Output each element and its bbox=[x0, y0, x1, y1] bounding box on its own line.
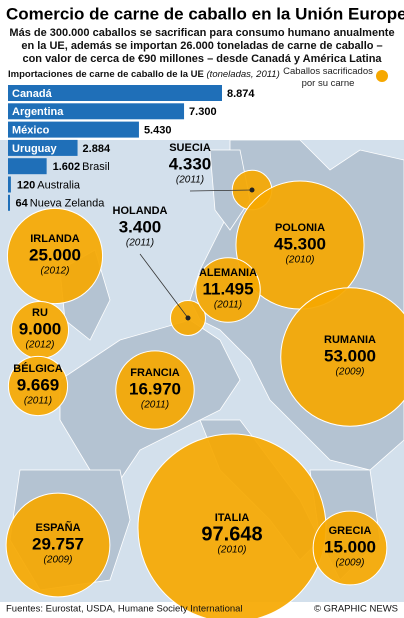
bar-label: Australia bbox=[37, 179, 81, 191]
leader-line bbox=[189, 189, 253, 192]
subtitle-line: Más de 300.000 caballos se sacrifican pa… bbox=[9, 27, 394, 39]
bubble-name: BÉLGICA bbox=[13, 362, 63, 375]
value-label: 120 bbox=[17, 179, 35, 191]
value-label: 5.430 bbox=[144, 125, 172, 137]
bar-label: México bbox=[12, 125, 50, 137]
bar bbox=[8, 158, 47, 175]
bubble-name: SUECIA bbox=[169, 142, 211, 154]
bar-label: Brasil bbox=[82, 161, 110, 173]
subtitle-line: con valor de cerca de €90 millones – des… bbox=[22, 53, 382, 65]
bubble bbox=[7, 355, 69, 417]
location-dot bbox=[185, 315, 191, 321]
bar bbox=[8, 139, 78, 156]
bubble-value: 25.000 bbox=[29, 245, 81, 264]
source: Fuentes: Eurostat, USDA, Humane Society … bbox=[6, 604, 243, 615]
bubble-year: (2012) bbox=[26, 340, 55, 351]
bar-label: Argentina bbox=[12, 106, 64, 118]
bubble-value: 53.000 bbox=[324, 346, 376, 365]
bubble-year: (2012) bbox=[41, 266, 70, 277]
bubble bbox=[115, 350, 195, 430]
bar bbox=[8, 176, 11, 193]
legend-swatch bbox=[376, 70, 388, 82]
value-label: 8.874 bbox=[227, 88, 255, 100]
bubble-year: (2009) bbox=[336, 558, 365, 569]
title: Comercio de carne de caballo en la Unión… bbox=[6, 4, 404, 23]
credit: © GRAPHIC NEWS bbox=[314, 604, 398, 615]
bubble-year: (2011) bbox=[141, 400, 169, 411]
bubble-value: 45.300 bbox=[274, 234, 326, 253]
bubble-name: HOLANDA bbox=[113, 205, 168, 217]
value-label: 7.300 bbox=[189, 106, 217, 118]
leader-line bbox=[139, 253, 189, 319]
subtitle: Más de 300.000 caballos se sacrifican pa… bbox=[9, 27, 394, 65]
value-label: 2.884 bbox=[83, 143, 111, 155]
bubble-year: (2009) bbox=[336, 367, 365, 378]
legend-label: Caballos sacrificados por su carne bbox=[283, 66, 373, 89]
bubble-value: 9.669 bbox=[17, 375, 60, 394]
bubble bbox=[5, 492, 111, 598]
bar-title: Importaciones de carne de caballo de la … bbox=[8, 69, 280, 80]
bubble-year: (2010) bbox=[286, 255, 315, 266]
bubble-name: ESPAÑA bbox=[35, 521, 80, 534]
bubble-value: 3.400 bbox=[119, 217, 162, 236]
bar-label: Canadá bbox=[12, 88, 53, 100]
bubble bbox=[312, 510, 388, 586]
location-dot bbox=[249, 187, 255, 193]
bubble-year: (2009) bbox=[44, 555, 73, 566]
bubble-year: (2011) bbox=[214, 300, 242, 311]
bubble-year: (2011) bbox=[24, 396, 52, 407]
bubble-value: 15.000 bbox=[324, 537, 376, 556]
subtitle-line: en la UE, además se importan 26.000 tone… bbox=[21, 40, 382, 52]
bubble bbox=[195, 257, 261, 323]
bar-label: Uruguay bbox=[12, 143, 58, 155]
bubble-name: GRECIA bbox=[329, 525, 372, 537]
bar bbox=[8, 103, 185, 120]
bubble-name: RUMANIA bbox=[324, 334, 376, 346]
bubble-name: ITALIA bbox=[215, 512, 250, 524]
bubble-value: 11.495 bbox=[202, 279, 253, 298]
bubble bbox=[280, 287, 404, 427]
value-label: 1.602 bbox=[53, 161, 81, 173]
bubble-value: 16.970 bbox=[129, 379, 181, 398]
bubble-value: 29.757 bbox=[32, 534, 84, 553]
value-label: 64 bbox=[16, 198, 29, 210]
bar bbox=[8, 121, 139, 138]
bubble-name: IRLANDA bbox=[30, 233, 80, 245]
bubble-name: RU bbox=[32, 307, 48, 319]
bar bbox=[8, 85, 222, 101]
bubble-value: 9.000 bbox=[19, 319, 62, 338]
bubble-year: (2010) bbox=[218, 545, 247, 556]
bar-label: Nueva Zelanda bbox=[30, 198, 105, 210]
bubble-name: ALEMANIA bbox=[199, 267, 257, 279]
legend-box: Caballos sacrificados por su carne bbox=[283, 66, 373, 89]
bar bbox=[8, 194, 10, 211]
bubble-year: (2011) bbox=[176, 175, 204, 186]
bubble-year: (2011) bbox=[126, 238, 154, 249]
bar-title-text: Importaciones de carne de caballo de la … bbox=[8, 69, 204, 80]
bubble bbox=[6, 207, 104, 305]
bubble-name: POLONIA bbox=[275, 222, 325, 234]
bubble-value: 97.648 bbox=[201, 523, 262, 545]
bubble-value: 4.330 bbox=[169, 154, 212, 173]
bubble-name: FRANCIA bbox=[130, 367, 180, 379]
bar-subtitle: (toneladas, 2011) bbox=[207, 69, 280, 80]
